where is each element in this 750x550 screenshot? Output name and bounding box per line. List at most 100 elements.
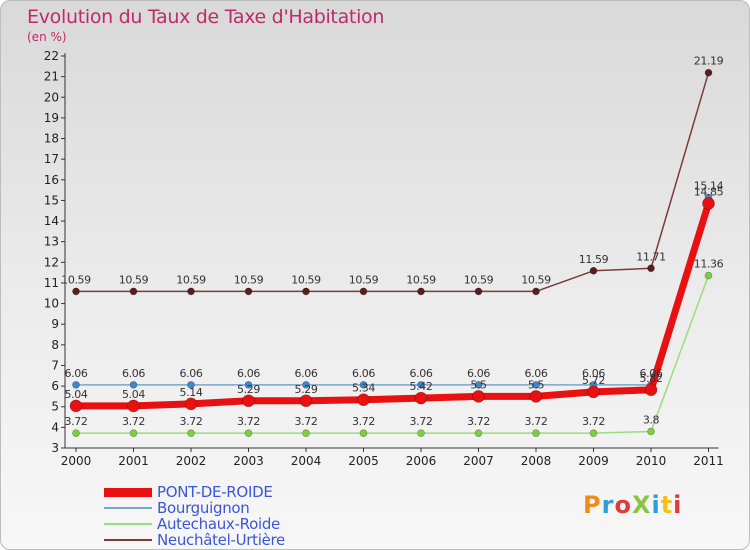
x-tick-label: 2006 bbox=[406, 454, 437, 468]
data-label: 3.72 bbox=[467, 415, 490, 428]
proxiti-logo: ProXiti bbox=[583, 491, 682, 519]
data-label: 6.06 bbox=[467, 367, 490, 380]
data-label: 3.72 bbox=[122, 415, 145, 428]
x-tick-label: 2000 bbox=[61, 454, 92, 468]
data-label: 6.06 bbox=[65, 367, 88, 380]
y-tick-label: 19 bbox=[44, 111, 59, 125]
y-tick-label: 8 bbox=[51, 338, 59, 352]
data-point bbox=[359, 381, 368, 389]
data-point bbox=[72, 429, 80, 437]
x-tick-label: 2010 bbox=[636, 454, 667, 468]
data-label: 10.59 bbox=[291, 273, 321, 286]
data-point bbox=[589, 429, 598, 437]
x-tick-label: 2007 bbox=[463, 454, 494, 468]
series-line-neuch-tel-urti-re bbox=[76, 72, 710, 293]
y-tick-label: 11 bbox=[44, 276, 59, 290]
y-tick-label: 15 bbox=[44, 193, 59, 207]
data-point bbox=[474, 287, 483, 296]
data-point bbox=[72, 381, 80, 389]
legend-label: Neuchâtel-Urtière bbox=[157, 531, 285, 549]
data-label: 6.06 bbox=[640, 367, 663, 380]
data-label: 3.72 bbox=[352, 415, 375, 428]
y-tick-label: 21 bbox=[44, 70, 59, 84]
x-tick-label: 2011 bbox=[693, 454, 724, 468]
data-label: 5.14 bbox=[180, 386, 203, 399]
data-label: 6.06 bbox=[122, 367, 145, 380]
line-chart: 3 4 5 6 7 8 9 10 11 12 13 14 15 16 17 18 19 20 21 22 2000 200… bbox=[44, 49, 724, 468]
data-label: 6.06 bbox=[180, 367, 203, 380]
data-label: 11.59 bbox=[579, 253, 609, 266]
series-line-bourguignon bbox=[76, 197, 710, 386]
data-label: 5.42 bbox=[410, 380, 433, 393]
y-tick-label: 4 bbox=[51, 420, 59, 434]
data-point bbox=[417, 429, 425, 437]
x-tick-label: 2005 bbox=[348, 454, 379, 468]
data-label: 11.71 bbox=[636, 250, 666, 263]
data-label: 5.04 bbox=[122, 388, 145, 401]
data-point bbox=[529, 390, 543, 403]
legend-label: Autechaux-Roide bbox=[157, 515, 280, 533]
data-point bbox=[532, 381, 540, 389]
data-point bbox=[299, 394, 313, 408]
data-label: 3.72 bbox=[180, 415, 203, 428]
data-point bbox=[472, 390, 485, 403]
data-label: 3.72 bbox=[582, 415, 605, 428]
y-tick-label: 17 bbox=[44, 152, 59, 166]
data-point bbox=[704, 68, 713, 77]
data-label: 6.06 bbox=[410, 367, 433, 380]
y-tick-label: 3 bbox=[51, 441, 59, 455]
data-label: 10.59 bbox=[349, 273, 379, 286]
data-point bbox=[244, 429, 253, 437]
data-point bbox=[474, 429, 483, 437]
y-tick-label: 20 bbox=[44, 90, 59, 104]
logo-letter: i bbox=[651, 491, 661, 519]
data-point bbox=[244, 287, 253, 296]
data-point bbox=[127, 399, 140, 413]
data-point bbox=[532, 429, 540, 437]
y-tick-label: 13 bbox=[44, 235, 59, 249]
data-point bbox=[187, 429, 195, 437]
logo-letter: X bbox=[631, 491, 652, 519]
legend-label: PONT-DE-ROIDE bbox=[157, 483, 273, 501]
data-point bbox=[359, 429, 368, 437]
logo-letter: P bbox=[583, 491, 602, 519]
x-tick-label: 2004 bbox=[291, 454, 322, 468]
series-line-autechaux-roide bbox=[76, 275, 710, 434]
chart-unit: (en %) bbox=[27, 30, 67, 44]
data-point bbox=[187, 381, 195, 389]
legend-swatch bbox=[104, 488, 152, 497]
y-tick-label: 6 bbox=[51, 379, 59, 393]
data-label: 6.06 bbox=[525, 367, 548, 380]
data-point bbox=[129, 381, 138, 389]
data-label: 3.72 bbox=[65, 415, 88, 428]
logo-letter: t bbox=[660, 491, 674, 519]
x-tick-label: 2003 bbox=[233, 454, 264, 468]
data-point bbox=[187, 287, 195, 296]
data-label: 5.29 bbox=[237, 383, 260, 396]
data-point bbox=[417, 287, 425, 296]
data-point bbox=[357, 393, 370, 407]
y-tick-label: 5 bbox=[51, 400, 59, 414]
data-point bbox=[532, 287, 540, 296]
data-point bbox=[302, 381, 310, 389]
data-point bbox=[702, 197, 715, 210]
logo-letter: i bbox=[673, 491, 683, 519]
data-point bbox=[184, 397, 198, 411]
y-tick-label: 7 bbox=[51, 358, 59, 372]
data-point bbox=[242, 394, 255, 408]
y-tick-label: 22 bbox=[44, 49, 59, 63]
data-label: 3.72 bbox=[410, 415, 433, 428]
data-label: 6.06 bbox=[582, 367, 605, 380]
data-label: 6.06 bbox=[352, 367, 375, 380]
data-label: 10.59 bbox=[176, 273, 206, 286]
data-label: 6.06 bbox=[295, 367, 318, 380]
data-label: 15.14 bbox=[694, 180, 724, 193]
data-point bbox=[129, 429, 138, 437]
data-label: 3.72 bbox=[525, 415, 548, 428]
series-line-pont-de-roide bbox=[76, 202, 712, 410]
data-label: 5.5 bbox=[528, 378, 545, 391]
data-label: 14.85 bbox=[694, 186, 724, 199]
data-point bbox=[244, 381, 253, 389]
data-label: 11.36 bbox=[694, 258, 724, 271]
